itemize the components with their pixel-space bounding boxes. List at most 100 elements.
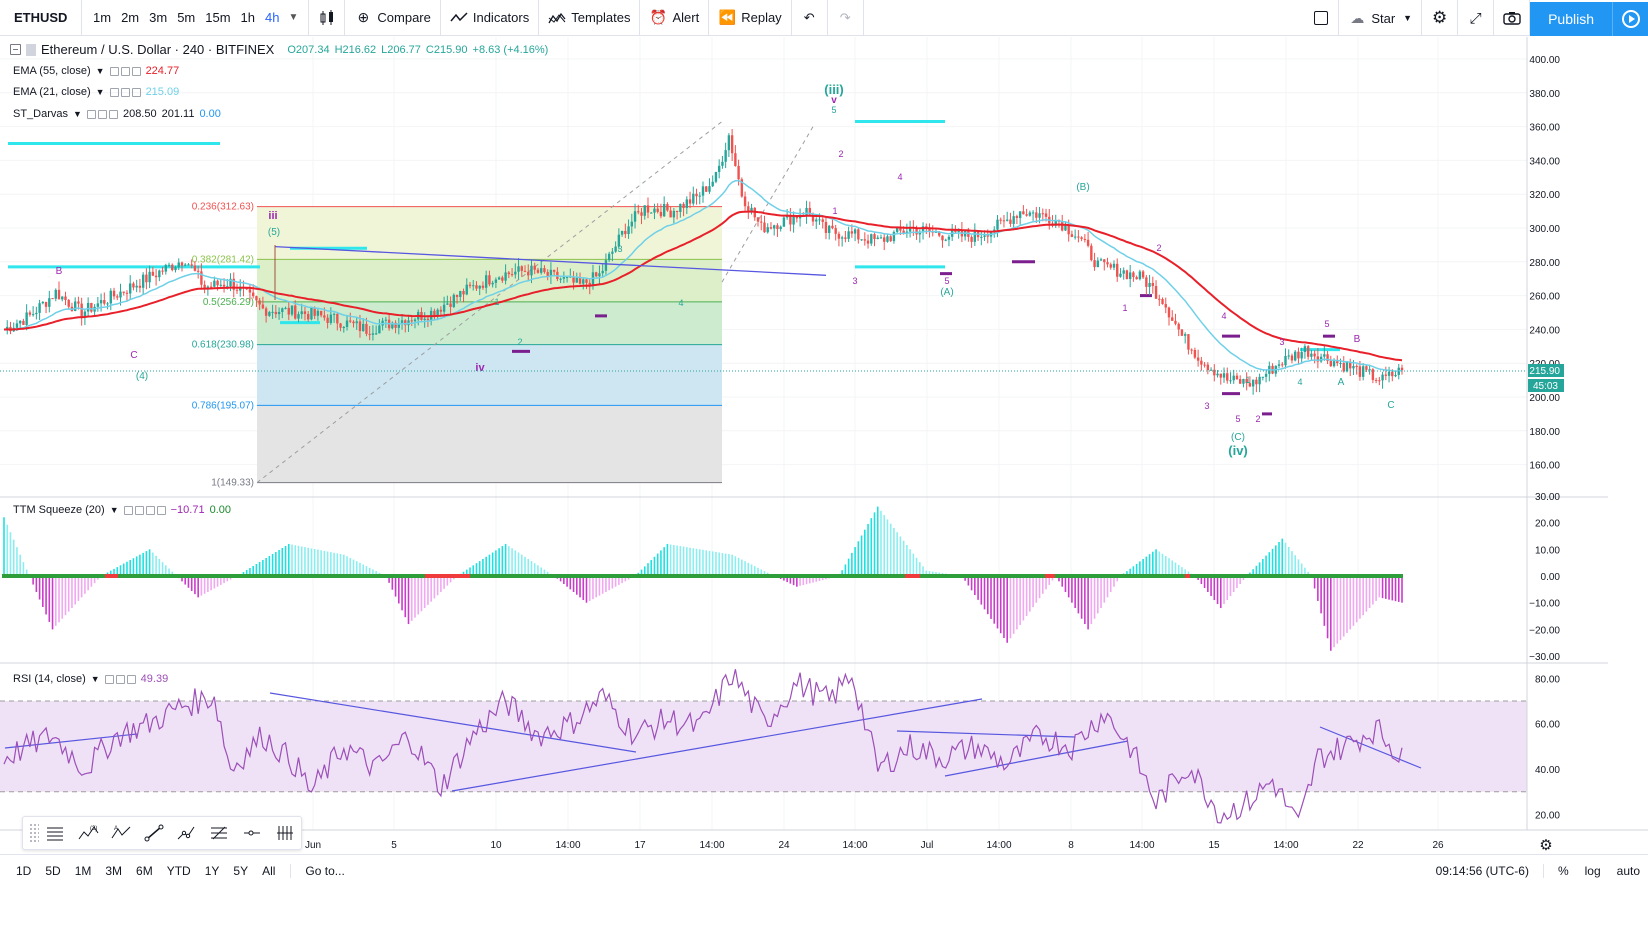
main-series-title[interactable]: Ethereum / U.S. Dollar · 240 · BITFINEX — [41, 42, 275, 57]
clock-timezone[interactable]: 09:14:56 (UTC-6) — [1428, 863, 1544, 878]
wave-label: 2 — [1255, 414, 1260, 424]
candle-body — [264, 308, 268, 316]
candle-body — [1248, 383, 1252, 387]
layout-dropdown-icon: ▼ — [1403, 13, 1413, 23]
candle-body — [112, 290, 116, 297]
range-6m[interactable]: 6M — [136, 863, 153, 878]
interval-1m[interactable]: 1m — [93, 9, 112, 25]
settings-button[interactable]: ⚙ — [1422, 0, 1459, 36]
trendline-drawings[interactable] — [4, 245, 1422, 792]
candle-body — [1015, 216, 1019, 218]
range-ytd[interactable]: YTD — [166, 863, 191, 878]
candle-body — [316, 310, 320, 316]
snapshot-button[interactable] — [1494, 0, 1531, 36]
ttm-tick-label: 30.00 — [1535, 492, 1560, 503]
ema21-controls[interactable] — [109, 87, 141, 97]
candle-body — [213, 280, 216, 287]
candle-body — [1031, 212, 1035, 214]
compare-button[interactable]: ⊕ Compare — [345, 0, 441, 36]
undo-button[interactable]: ↶ — [792, 0, 828, 36]
range-1d[interactable]: 1D — [16, 863, 32, 878]
wave-label: C — [130, 350, 137, 361]
alert-button[interactable]: ⏰ Alert — [640, 0, 710, 36]
range-5y[interactable]: 5Y — [233, 863, 249, 878]
candle-body — [1297, 351, 1300, 359]
candle-body — [866, 240, 870, 244]
ema55-caret-icon[interactable]: ▼ — [95, 66, 105, 76]
candle-body — [892, 231, 896, 242]
rsi-legend[interactable]: RSI (14, close) ▼ 49.39 — [13, 673, 168, 685]
fullscreen-layout-button[interactable] — [1303, 0, 1340, 36]
interval-dropdown-icon[interactable]: ▼ — [288, 12, 299, 23]
candle-body — [1226, 373, 1229, 381]
candle-body — [591, 272, 595, 287]
candle-body — [763, 222, 766, 233]
ema21-caret-icon[interactable]: ▼ — [95, 87, 105, 97]
rsi-caret-icon[interactable]: ▼ — [90, 674, 100, 684]
interval-4h[interactable]: 4h — [265, 9, 280, 25]
interval-5m[interactable]: 5m — [177, 9, 196, 25]
candle-body — [895, 227, 899, 232]
time-tick-label: 17 — [634, 840, 646, 851]
time-tick-label: 14:00 — [555, 840, 580, 851]
publish-video-button[interactable] — [1612, 1, 1648, 36]
auto-scale-toggle[interactable]: auto — [1616, 863, 1640, 878]
vertical-lines-tool-icon[interactable] — [268, 816, 301, 850]
elliott-impulse-tool-icon[interactable]: (3) — [72, 816, 105, 850]
ema21-label: EMA (21, close) — [13, 86, 91, 98]
path-tool-icon[interactable] — [170, 816, 203, 850]
fib-retracement[interactable]: 0.236(312.63) 0.382(281.42) 0.5(256.29) 0.6… — [192, 121, 816, 489]
candle-body — [857, 229, 860, 240]
publish-button[interactable]: Publish — [1530, 1, 1612, 36]
replay-button[interactable]: ⏪ Replay — [709, 0, 792, 36]
chart-settings-gear-icon[interactable]: ⚙ — [1539, 837, 1552, 854]
chart-type-button[interactable] — [309, 0, 346, 36]
percent-scale-toggle[interactable]: % — [1557, 863, 1569, 878]
darvas-caret-icon[interactable]: ▼ — [73, 109, 82, 119]
range-1m[interactable]: 1M — [74, 863, 92, 878]
ttm-caret-icon[interactable]: ▼ — [109, 505, 119, 515]
candle-body — [290, 305, 294, 315]
drag-handle-icon[interactable] — [29, 823, 39, 843]
symbol-search[interactable]: ETHUSD — [0, 0, 82, 36]
range-3m[interactable]: 3M — [105, 863, 123, 878]
layout-name-button[interactable]: ☁ Star ▼ — [1339, 0, 1423, 36]
log-scale-toggle[interactable]: log — [1584, 863, 1601, 878]
fullscreen-button[interactable]: ⤢ — [1458, 0, 1495, 36]
wave-label: v — [831, 95, 837, 106]
candle-body — [1391, 371, 1394, 377]
horizontal-ray-tool-icon[interactable] — [236, 816, 269, 850]
redo-button[interactable]: ↷ — [828, 0, 864, 36]
candle-body — [1132, 272, 1135, 278]
chart-canvas[interactable]: 0.236(312.63) 0.382(281.42) 0.5(256.29) 0.6… — [0, 37, 1648, 854]
interval-3m[interactable]: 3m — [149, 9, 168, 25]
fib-tool-icon[interactable] — [203, 816, 236, 850]
templates-button[interactable]: Templates — [539, 0, 641, 36]
fib-level-label: 0.786(195.07) — [192, 400, 254, 411]
interval-1h[interactable]: 1h — [240, 9, 256, 25]
rsi-controls[interactable] — [104, 674, 136, 684]
wave-label: iii — [268, 210, 277, 222]
range-1y[interactable]: 1Y — [204, 863, 220, 878]
darvas-controls[interactable] — [86, 109, 118, 119]
trend-line-tool-icon[interactable] — [137, 816, 170, 850]
goto-button[interactable]: Go to... — [290, 863, 345, 878]
collapse-icon[interactable] — [10, 44, 21, 55]
range-all[interactable]: All — [262, 863, 276, 878]
candle-body — [776, 225, 779, 230]
interval-15m[interactable]: 15m — [205, 9, 231, 25]
horizontal-lines-tool-icon[interactable] — [39, 816, 72, 850]
ema55-legend[interactable]: EMA (55, close) ▼ 224.77 — [13, 65, 179, 77]
ttm-legend[interactable]: TTM Squeeze (20) ▼ −10.71 0.00 — [13, 504, 231, 516]
range-5d[interactable]: 5D — [45, 863, 61, 878]
ttm-value-2: 0.00 — [209, 504, 231, 516]
candle-body — [339, 323, 342, 328]
ema55-controls[interactable] — [109, 66, 141, 76]
ttm-controls[interactable] — [123, 505, 166, 515]
elliott-correction-tool-icon[interactable]: A — [104, 816, 137, 850]
ema21-legend[interactable]: EMA (21, close) ▼ 215.09 — [13, 86, 179, 98]
indicators-button[interactable]: Indicators — [441, 0, 540, 36]
interval-2m[interactable]: 2m — [121, 9, 140, 25]
candle-body — [1306, 346, 1310, 357]
darvas-legend[interactable]: ST_Darvas ▼ 208.50 201.11 0.00 — [13, 108, 221, 120]
